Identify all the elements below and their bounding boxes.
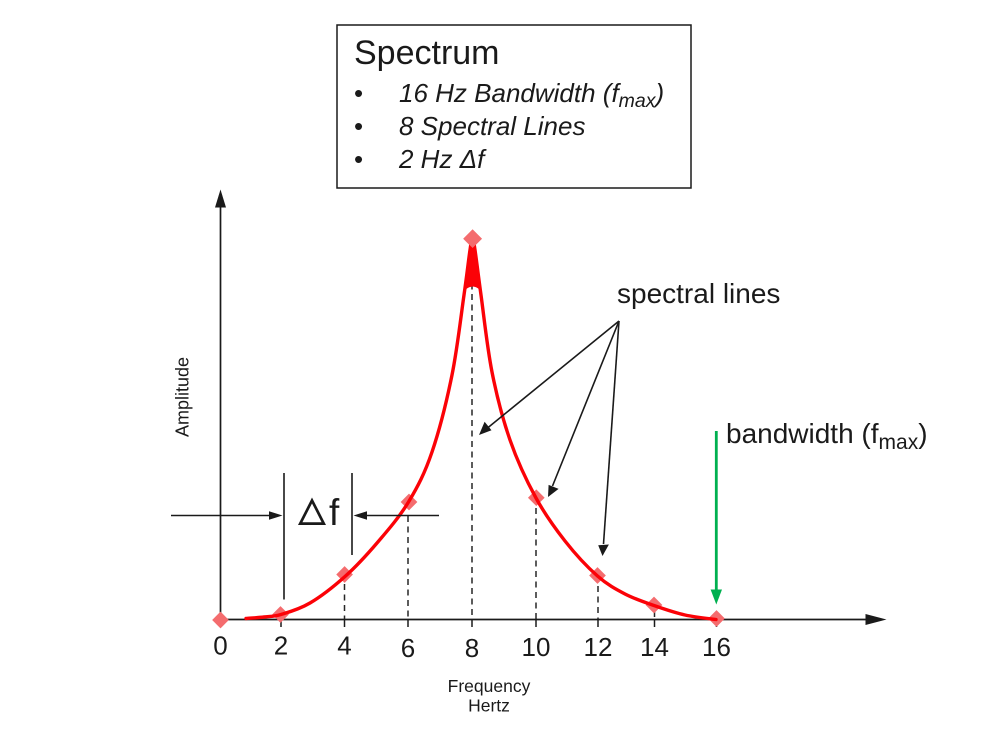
- svg-text:Amplitude: Amplitude: [173, 357, 193, 437]
- svg-text:spectral lines: spectral lines: [617, 278, 780, 309]
- svg-text:10: 10: [522, 632, 551, 662]
- svg-text:8 Spectral Lines: 8 Spectral Lines: [399, 111, 585, 141]
- svg-text:8: 8: [465, 633, 479, 663]
- svg-text:14: 14: [640, 632, 669, 662]
- svg-text:4: 4: [337, 631, 351, 661]
- svg-text:6: 6: [401, 633, 415, 663]
- svg-text:•: •: [354, 78, 363, 108]
- svg-text:2: 2: [274, 631, 288, 661]
- svg-text:16: 16: [702, 632, 731, 662]
- svg-text:f: f: [329, 492, 340, 533]
- svg-text:Frequency: Frequency: [448, 676, 531, 696]
- svg-text:0: 0: [213, 631, 227, 661]
- svg-text:Hertz: Hertz: [468, 696, 510, 716]
- svg-text:12: 12: [584, 632, 613, 662]
- svg-text:2 Hz Δf: 2 Hz Δf: [398, 144, 487, 174]
- svg-text:•: •: [354, 144, 363, 174]
- svg-text:•: •: [354, 111, 363, 141]
- svg-text:Spectrum: Spectrum: [354, 34, 500, 72]
